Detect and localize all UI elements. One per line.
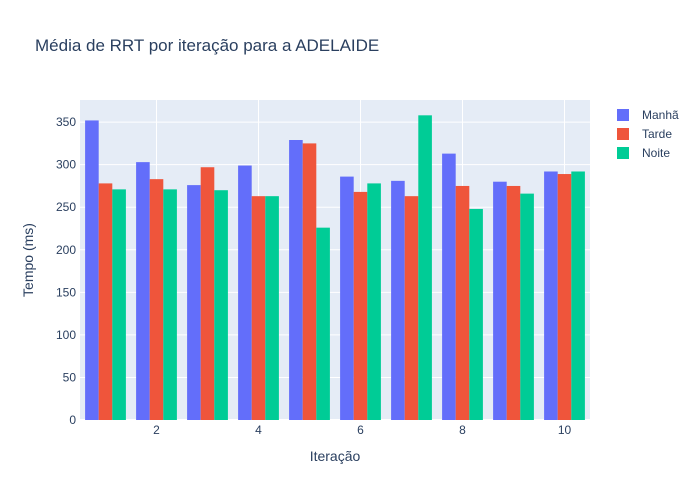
y-tick-label: 300 — [56, 158, 76, 172]
legend-item-tarde[interactable]: Tarde — [617, 127, 672, 141]
y-tick-label: 350 — [56, 115, 76, 129]
legend-swatch — [617, 147, 629, 159]
bar-tarde-1[interactable] — [98, 183, 113, 420]
legend-item-noite[interactable]: Noite — [617, 146, 670, 160]
bar-tarde-7[interactable] — [404, 196, 419, 420]
bar-manhã-1[interactable] — [85, 120, 99, 421]
y-tick-label: 150 — [56, 285, 76, 299]
y-tick-label: 100 — [56, 328, 76, 342]
bar-tarde-3[interactable] — [200, 167, 215, 420]
bar-tarde-6[interactable] — [353, 191, 368, 420]
legend-swatch — [617, 109, 629, 121]
bar-manhã-5[interactable] — [289, 140, 303, 420]
bar-manhã-2[interactable] — [136, 162, 150, 420]
x-tick-label: 8 — [459, 423, 466, 437]
bar-manhã-3[interactable] — [187, 185, 201, 420]
legend-label: Manhã — [642, 108, 679, 122]
bar-tarde-4[interactable] — [251, 196, 266, 420]
bar-noite-2[interactable] — [163, 189, 177, 420]
y-tick-label: 50 — [63, 370, 77, 384]
bar-noite-5[interactable] — [316, 227, 330, 420]
bar-manhã-9[interactable] — [493, 181, 507, 420]
bar-tarde-9[interactable] — [506, 185, 521, 420]
bar-manhã-6[interactable] — [340, 176, 354, 420]
y-axis-title: Tempo (ms) — [20, 223, 36, 297]
y-tick-label: 200 — [56, 243, 76, 257]
bar-noite-7[interactable] — [418, 115, 432, 420]
bar-manhã-10[interactable] — [544, 171, 558, 420]
chart-title: Média de RRT por iteração para a ADELAID… — [35, 36, 379, 55]
bar-manhã-7[interactable] — [391, 180, 405, 420]
legend-label: Tarde — [642, 127, 672, 141]
bar-noite-6[interactable] — [367, 183, 381, 420]
bars — [85, 115, 585, 421]
bar-tarde-8[interactable] — [455, 185, 470, 420]
bar-noite-9[interactable] — [520, 193, 534, 420]
x-axis-ticks: 2 4 6 8 10 — [153, 423, 571, 437]
bar-manhã-8[interactable] — [442, 153, 456, 420]
legend: Manhã Tarde Noite — [617, 108, 679, 160]
legend-swatch — [617, 128, 629, 140]
bar-tarde-5[interactable] — [302, 143, 317, 420]
x-tick-label: 10 — [558, 423, 572, 437]
x-tick-label: 6 — [357, 423, 364, 437]
x-axis-title: Iteração — [310, 448, 361, 464]
bar-manhã-4[interactable] — [238, 165, 252, 420]
legend-label: Noite — [642, 146, 670, 160]
bar-noite-10[interactable] — [571, 171, 585, 420]
y-axis-ticks: 0 50 100 150 200 250 300 350 — [56, 115, 76, 427]
bar-noite-3[interactable] — [214, 190, 228, 420]
bar-tarde-2[interactable] — [149, 179, 164, 420]
y-tick-label: 250 — [56, 200, 76, 214]
x-tick-label: 2 — [153, 423, 160, 437]
bar-noite-4[interactable] — [265, 196, 279, 420]
bar-noite-1[interactable] — [112, 189, 126, 420]
legend-item-manhã[interactable]: Manhã — [617, 108, 679, 122]
y-tick-label: 0 — [69, 413, 76, 427]
x-tick-label: 4 — [255, 423, 262, 437]
bar-noite-8[interactable] — [469, 208, 483, 420]
bar-tarde-10[interactable] — [557, 174, 572, 420]
